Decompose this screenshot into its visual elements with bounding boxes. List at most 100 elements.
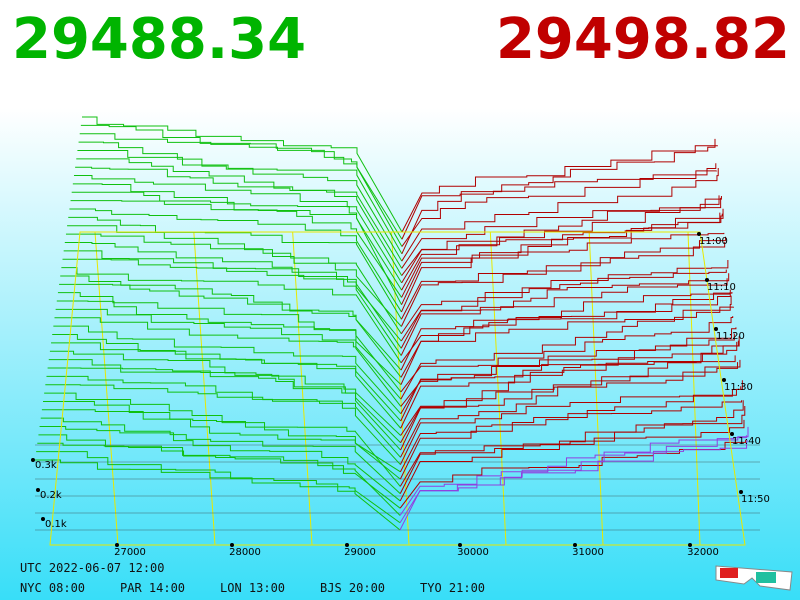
ask-depth-line [401,212,721,276]
ask-depth-line [400,327,737,422]
ask-depth-line [400,292,730,364]
price-tick [688,543,692,547]
ask-depth-line [400,359,741,458]
time-label: 11:40 [732,436,761,447]
ask-depth-line [401,197,722,284]
bid-depth-line [80,124,403,240]
ask-depth-line [399,400,743,473]
bid-depth-line [40,417,401,495]
volume-label: 0.3k [35,460,57,471]
time-label: 11:30 [724,382,753,393]
zone-time: NYC 08:00 [20,581,85,595]
bid-depth-line [46,375,401,458]
bid-depth-line [55,308,402,400]
ask-depth-line [400,341,738,429]
grid-line [391,231,410,546]
ask-depth-line [401,163,717,240]
bid-depth-line [44,392,401,473]
volume-tick [41,517,45,521]
time-tick [697,232,701,236]
bid-depth-line [41,409,401,487]
price-tick [345,543,349,547]
bid-depth-line [51,342,402,429]
price-label: 31000 [572,547,604,558]
bid-depth-line [77,149,403,262]
grid-line [687,231,701,546]
grid-line [588,231,604,546]
bid-price: 29488.34 [12,7,306,72]
utc-time: UTC 2022-06-07 12:00 [20,561,165,575]
bid-depth-line [35,459,401,531]
bid-depth-line [73,175,403,284]
ask-depth-line [401,170,718,247]
price-tick [573,543,577,547]
time-tick [705,278,709,282]
axis-labels: 27000 28000 29000 30000 31000 32000 0.3k 0.2k 0.… [31,232,770,558]
ask-depth-line [399,426,749,531]
volume-label: 0.2k [40,490,62,501]
bid-depth-line [68,216,402,320]
ask-depth-line [400,289,731,371]
grid-line [489,231,507,546]
ask-depth-line [400,278,728,342]
ask-depth-line [399,400,744,487]
price-label: 30000 [457,547,489,558]
bid-depth-line [38,434,401,509]
price-label: 29000 [344,547,376,558]
bid-depth-line [59,283,402,378]
bid-depth-line [61,267,402,364]
bid-depth-line [64,241,402,342]
ask-depth-line [399,419,745,494]
glasses-icon [715,565,793,591]
ask-depth-line [399,405,746,502]
volume-label: 0.1k [45,519,67,530]
time-tick [714,327,718,331]
ask-price: 29498.82 [496,7,790,72]
ask-depth-line [399,380,743,480]
ask-depth-line [401,196,722,291]
ask-depth-line [400,336,740,451]
ask-depth-line [401,167,719,262]
ask-depth-line [401,232,725,313]
ask-depth-line [400,242,726,320]
bid-depth-line [70,200,402,305]
bid-depth-line [79,133,403,247]
bid-depth-line [78,141,403,255]
bid-depth-line [37,442,401,516]
price-tick [115,543,119,547]
bid-depth-line [82,116,403,233]
bid-depth-line [53,325,402,415]
ask-depth-line [400,273,730,356]
bid-depth-line [69,208,402,313]
time-tick [730,432,734,436]
bid-depth-line [43,400,401,480]
ask-depth-line [400,340,739,444]
time-label: 11:50 [741,494,770,505]
bid-depth-line [63,250,402,349]
ask-depth-line [400,306,735,400]
bid-depth-line [56,300,402,393]
price-label: 27000 [114,547,146,558]
bid-depth-line [76,158,403,269]
ask-depth-line [401,138,716,233]
price-label: 32000 [687,547,719,558]
bid-depth-line [75,166,403,276]
bid-depth-line [60,275,402,371]
ask-depth-line [401,208,724,305]
time-tick [722,378,726,382]
depth-lines [35,116,760,546]
ask-depth-line [400,269,727,335]
zone-time: BJS 20:00 [320,581,385,595]
bid-depth-line [39,426,401,502]
zone-time: PAR 14:00 [120,581,185,595]
ask-depth-line [401,213,723,298]
bid-depth-line [72,183,403,291]
zone-time: LON 13:00 [220,581,285,595]
ask-depth-line [401,145,718,255]
ask-depth-line [399,435,747,516]
price-tick [230,543,234,547]
zone-time: TYO 21:00 [420,581,485,595]
bid-depth-line [54,317,402,407]
